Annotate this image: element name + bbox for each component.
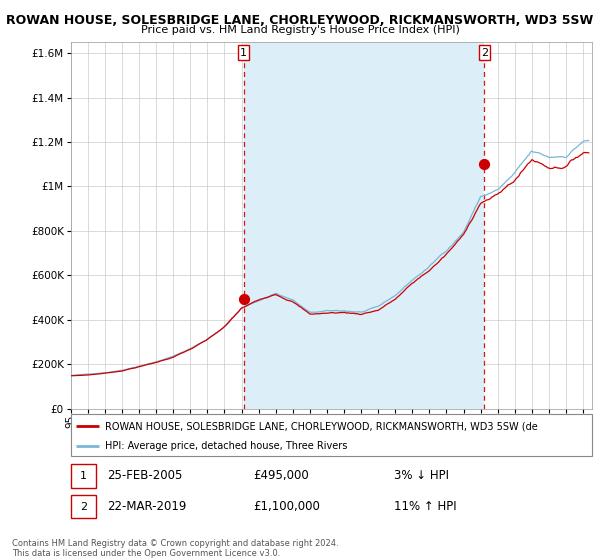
Point [479,160,489,169]
Text: 22-MAR-2019: 22-MAR-2019 [107,500,187,514]
Text: 3% ↓ HPI: 3% ↓ HPI [394,469,449,483]
FancyBboxPatch shape [71,495,96,519]
Text: 2: 2 [481,48,488,58]
FancyBboxPatch shape [71,464,96,488]
Text: £495,000: £495,000 [253,469,309,483]
Text: Contains HM Land Registry data © Crown copyright and database right 2024.
This d: Contains HM Land Registry data © Crown c… [12,539,338,558]
Text: 25-FEB-2005: 25-FEB-2005 [107,469,182,483]
Text: 1: 1 [80,471,87,481]
Text: £1,100,000: £1,100,000 [253,500,320,514]
Text: 2: 2 [80,502,87,512]
Text: 11% ↑ HPI: 11% ↑ HPI [394,500,457,514]
Bar [244,42,484,409]
Point [239,295,248,304]
Text: ROWAN HOUSE, SOLESBRIDGE LANE, CHORLEYWOOD, RICKMANSWORTH, WD3 5SW: ROWAN HOUSE, SOLESBRIDGE LANE, CHORLEYWO… [7,14,593,27]
Text: ROWAN HOUSE, SOLESBRIDGE LANE, CHORLEYWOOD, RICKMANSWORTH, WD3 5SW (de: ROWAN HOUSE, SOLESBRIDGE LANE, CHORLEYWO… [104,421,538,431]
Text: HPI: Average price, detached house, Three Rivers: HPI: Average price, detached house, Thre… [104,441,347,451]
FancyBboxPatch shape [71,414,592,456]
Text: 1: 1 [240,48,247,58]
Text: Price paid vs. HM Land Registry's House Price Index (HPI): Price paid vs. HM Land Registry's House … [140,25,460,35]
